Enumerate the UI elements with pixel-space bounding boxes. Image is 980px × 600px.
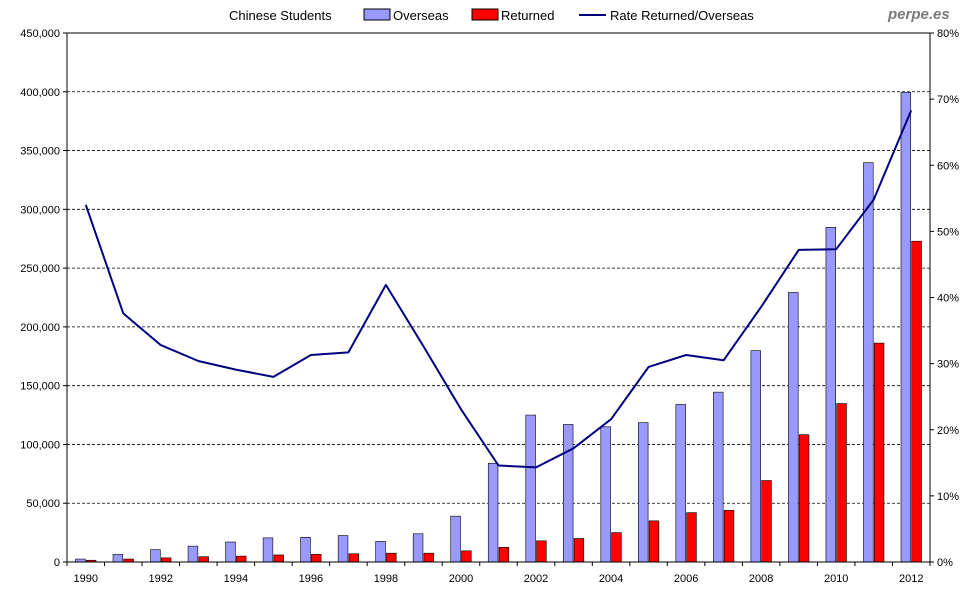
y2-tick-label: 30%: [937, 359, 959, 371]
gridlines: [67, 32, 930, 504]
bar-overseas-1999: [412, 533, 424, 563]
legend-label-returned: Returned: [501, 8, 554, 23]
bar-returned-1994: [236, 555, 247, 563]
y2-tick-label: 10%: [937, 491, 959, 503]
y-tick-label: 50,000: [26, 498, 60, 510]
bar-overseas-1997: [337, 535, 349, 563]
y-tick-label: 400,000: [20, 87, 60, 99]
bar-returned-2001: [498, 547, 510, 563]
legend-label-rate: Rate Returned/Overseas: [610, 8, 754, 23]
bar-overseas-2008: [750, 350, 761, 563]
y-tick-label: 0: [54, 557, 60, 569]
y2-tick-label: 50%: [937, 226, 959, 238]
bar-returned-2009: [798, 434, 810, 563]
x-tick-label: 1990: [74, 573, 98, 585]
bar-returned-2008: [761, 480, 772, 563]
bar-returned-1995: [273, 554, 284, 563]
bar-returned-1999: [423, 552, 435, 563]
y-tick-label: 200,000: [20, 322, 60, 334]
x-tick-label: 2008: [749, 573, 773, 585]
brand-watermark: perpe.es: [887, 6, 950, 23]
x-tick-label: 2012: [899, 573, 923, 585]
bar-returned-2010: [836, 403, 847, 563]
y-tick-label: 300,000: [20, 204, 60, 216]
x-tick-label: 1996: [299, 573, 323, 585]
bar-returned-2003: [573, 538, 585, 563]
y2-tick-label: 0%: [937, 557, 953, 569]
y-tick-label: 150,000: [20, 381, 60, 393]
x-tick-label: 2006: [674, 573, 698, 585]
bar-returned-2005: [648, 520, 660, 563]
bar-returned-2000: [461, 550, 472, 563]
x-tick-label: 2002: [524, 573, 548, 585]
y-tick-label: 250,000: [20, 263, 60, 275]
bar-returned-2011: [873, 342, 885, 563]
bar-returned-1996: [311, 554, 322, 563]
bar-overseas-2011: [863, 162, 874, 563]
bar-overseas-2009: [788, 292, 799, 563]
bar-returned-2007: [723, 509, 735, 563]
y-tick-label: 450,000: [20, 28, 60, 40]
bar-returned-1992: [161, 557, 172, 563]
bar-returned-1998: [386, 552, 397, 563]
bar-overseas-2004: [600, 426, 611, 563]
y-tick-label: 100,000: [20, 439, 60, 451]
x-tick-label: 2000: [449, 573, 473, 585]
bar-overseas-2007: [713, 391, 724, 563]
y2-tick-label: 60%: [937, 160, 959, 172]
bar-overseas-2002: [525, 414, 536, 563]
legend-swatch-overseas: [363, 8, 391, 21]
bar-returned-2002: [536, 540, 547, 563]
bar-overseas-2010: [825, 227, 836, 563]
bar-returned-2004: [611, 532, 622, 563]
y-tick-label: 350,000: [20, 146, 60, 158]
bar-overseas-2006: [675, 404, 686, 563]
bar-overseas-1991: [112, 554, 124, 563]
rate-line: [84, 110, 913, 469]
y2-tick-label: 40%: [937, 293, 959, 305]
bar-returned-1993: [198, 556, 209, 563]
x-tick-label: 1992: [149, 573, 173, 585]
bar-overseas-2001: [487, 462, 499, 563]
x-axis: 1990 1992 1994 1996 1998 2000 2002 2004 2006 2008…: [66, 562, 931, 585]
bar-overseas-1993: [187, 545, 199, 563]
y2-tick-label: 80%: [937, 28, 959, 40]
x-tick-label: 1994: [224, 573, 248, 585]
rate-returned-overseas-line: [84, 110, 913, 469]
y2-tick-label: 20%: [937, 425, 959, 437]
bar-overseas-2003: [562, 424, 574, 563]
bar-overseas-1996: [300, 537, 311, 563]
bar-overseas-1994: [225, 541, 236, 563]
y-axis-right: 0% 10% 20% 30% 40% 50% 60% 70% 80%: [930, 28, 959, 569]
bar-overseas-1998: [375, 541, 386, 563]
bar-returned-2006: [686, 512, 697, 563]
y-axis-left: 0 50,000 100,000 150,000 200,000 250,000 300,0…: [20, 28, 67, 569]
chart-title: Chinese Students: [229, 8, 332, 23]
x-tick-label: 2004: [599, 573, 623, 585]
bar-overseas-1992: [150, 549, 161, 563]
bar-overseas-2005: [638, 422, 649, 563]
x-tick-label: 2010: [824, 573, 848, 585]
legend: Chinese Students Overseas Returned Rate …: [229, 8, 754, 23]
legend-swatch-returned: [471, 8, 499, 21]
bar-overseas-2000: [450, 515, 461, 563]
x-tick-label: 1998: [374, 573, 398, 585]
bar-returned-1997: [348, 553, 359, 563]
legend-label-overseas: Overseas: [393, 8, 449, 23]
y2-tick-label: 70%: [937, 94, 959, 106]
bar-overseas-1995: [262, 537, 274, 563]
bar-returned-2012: [911, 240, 922, 563]
bar-overseas-2012: [900, 91, 912, 563]
